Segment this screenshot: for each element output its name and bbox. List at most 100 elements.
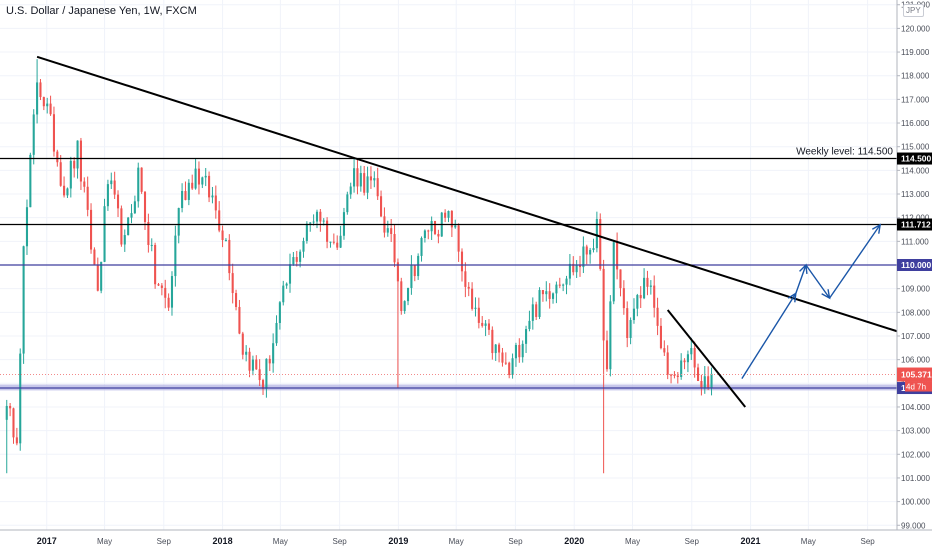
candle-body [302,240,305,252]
candle-body [690,348,693,355]
level-price-tag [897,218,932,231]
candle-body [619,269,622,289]
candle-body [103,206,106,262]
candle-body [670,374,673,376]
candle-body [491,329,494,354]
time-axis-bg [0,530,932,550]
candle-body [356,168,359,187]
candle-body [589,249,592,255]
candle-body [369,176,372,181]
candle-body [93,249,96,265]
candle-body [501,352,504,363]
candle-body [241,333,244,355]
candle-body [572,263,575,273]
candle-body [636,295,639,309]
candle-body [130,213,133,218]
trendline [36,55,898,333]
price-tick-label: 118.000 [901,72,930,81]
price-tick-label: 111.000 [901,237,929,246]
candle-body [413,265,416,277]
candle-body [106,184,109,207]
time-axis[interactable]: 2017 May Sep 2018 May Sep 2019 May Sep 2020 May Sep… [0,529,932,550]
candle-body [528,320,531,330]
price-tick-label: 107.000 [901,332,930,341]
candle-body [380,196,383,217]
candle-body [386,228,389,233]
price-axis[interactable]: 99.000 100.000 101.000 102.000 103.000 104.00… [896,0,932,530]
candle-body [592,248,595,250]
candle-body [545,291,548,295]
candle-body [100,261,103,291]
time-tick-label: Sep [860,537,875,546]
candle-body [656,307,659,326]
candle-body [359,173,362,187]
candle-body [454,225,457,228]
countdown-tag [905,381,932,392]
projection-arrow [828,224,881,299]
candle-body [218,210,221,231]
candle-body [174,235,177,277]
currency-tag[interactable]: JPY [903,4,924,17]
candle-body [457,225,460,252]
price-tick-label: 120.000 [901,24,930,33]
candle-body [164,287,167,298]
level-price-label: 111.712 [901,219,931,229]
candle-body [167,297,170,308]
candle-body [450,211,453,228]
candle-body [643,277,646,299]
candle-body [59,162,62,186]
candle-body [9,405,12,409]
candle-body [353,168,356,187]
candle-body [373,178,376,181]
candles-layer [5,59,713,474]
candle-body [514,345,517,359]
candle-body [423,230,426,238]
current-price-label: 105.371 [901,370,932,380]
candle-body [235,293,238,307]
candle-body [548,291,551,299]
candle-body [265,358,268,389]
candle-body [272,343,275,364]
candle-body [285,283,288,286]
candle-body [680,360,683,378]
candle-body [157,284,160,286]
candle-body [481,322,484,326]
candle-body [73,160,76,169]
candle-body [56,151,59,163]
candle-body [22,246,25,354]
candle-body [406,287,410,302]
time-tick-label: 2017 [37,536,57,546]
candle-body [231,273,234,294]
trendline [666,309,747,408]
price-tick-label: 102.000 [901,450,930,459]
candle-body [612,242,615,302]
candle-body [251,359,254,371]
candle-body [518,345,521,358]
drawings-layer [36,55,898,408]
candle-body [140,167,143,192]
candle-body [36,82,39,115]
candle-body [120,208,123,245]
candle-body [76,140,79,169]
candle-body [110,180,113,185]
time-tick-label: May [273,537,288,546]
time-tick-label: May [449,537,464,546]
candle-body [390,228,393,234]
candle-body [349,186,352,195]
price-tick-label: 106.000 [901,356,930,365]
candle-body [666,352,669,375]
time-tick-label: Sep [508,537,523,546]
price-tick-label: 108.000 [901,308,930,317]
candle-body [487,323,491,330]
candle-body [312,221,315,223]
candle-body [278,302,281,323]
candle-body [376,178,379,197]
candle-body [427,230,430,232]
candle-body [663,348,666,353]
candle-body [477,307,480,323]
candle-body [444,212,447,218]
candle-body [609,301,612,370]
candle-body [433,220,437,234]
